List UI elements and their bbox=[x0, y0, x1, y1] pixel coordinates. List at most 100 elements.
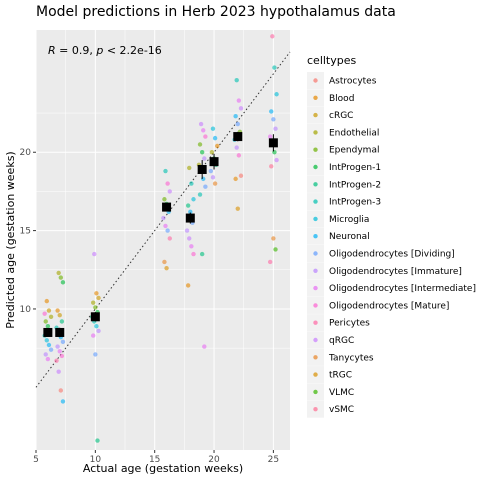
stat-r-value: = 0.9, bbox=[56, 44, 97, 57]
chart-title: Model predictions in Herb 2023 hypothala… bbox=[36, 4, 396, 20]
data-point bbox=[212, 135, 218, 141]
data-point bbox=[208, 168, 214, 174]
legend-swatch bbox=[313, 337, 318, 343]
data-point bbox=[235, 121, 240, 127]
data-point bbox=[57, 313, 62, 318]
data-point bbox=[167, 236, 172, 241]
data-point bbox=[191, 251, 196, 257]
data-point bbox=[45, 323, 51, 329]
data-point bbox=[91, 333, 96, 338]
legend-swatch bbox=[313, 234, 318, 239]
legend-swatch bbox=[313, 303, 318, 308]
legend-item-label: Oligodendrocytes [Intermediate] bbox=[329, 284, 476, 294]
x-tick-label: 25 bbox=[268, 455, 279, 465]
data-point bbox=[162, 197, 167, 202]
stat-annotation: R = 0.9, p < 2.2e-16 bbox=[48, 44, 162, 57]
data-point bbox=[197, 142, 203, 147]
data-point bbox=[236, 98, 242, 103]
data-point bbox=[60, 339, 66, 345]
data-point bbox=[48, 314, 54, 319]
legend-swatch bbox=[313, 78, 318, 83]
data-point bbox=[95, 438, 100, 443]
mean-marker bbox=[90, 312, 100, 322]
mean-marker bbox=[233, 132, 243, 142]
data-point bbox=[96, 295, 101, 301]
legend-swatch bbox=[313, 182, 318, 187]
data-point bbox=[94, 291, 99, 296]
data-point bbox=[236, 153, 242, 158]
data-point bbox=[234, 77, 239, 83]
data-point bbox=[188, 209, 193, 214]
legend-item-label: tRGC bbox=[329, 371, 352, 381]
data-point bbox=[163, 168, 168, 174]
data-point bbox=[42, 311, 47, 316]
data-point bbox=[94, 323, 99, 329]
legend-item-label: Neuronal bbox=[329, 232, 370, 242]
mean-marker bbox=[209, 157, 219, 167]
data-point bbox=[199, 150, 205, 155]
legend-item-label: VLMC bbox=[329, 388, 354, 398]
mean-marker bbox=[43, 327, 53, 337]
x-tick-label: 5 bbox=[33, 455, 39, 465]
legend-swatch bbox=[313, 372, 318, 377]
data-point bbox=[46, 308, 52, 313]
legend-item-label: Astrocytes bbox=[329, 77, 377, 87]
data-point bbox=[96, 328, 101, 334]
legend-item-label: IntProgen-1 bbox=[329, 163, 381, 173]
data-point bbox=[269, 164, 274, 169]
data-point bbox=[43, 352, 48, 357]
x-tick-label: 10 bbox=[90, 455, 102, 465]
legend-swatch bbox=[313, 320, 318, 325]
data-point bbox=[202, 344, 207, 349]
data-point bbox=[60, 280, 66, 285]
y-tick-label: 20 bbox=[20, 148, 32, 158]
data-point bbox=[43, 319, 48, 324]
legend-swatch bbox=[313, 199, 318, 204]
legend-swatch bbox=[313, 95, 318, 101]
data-point bbox=[215, 143, 220, 149]
legend-swatch bbox=[313, 355, 318, 360]
legend-item-label: IntProgen-2 bbox=[329, 180, 381, 190]
x-axis-label: Actual age (gestation weeks) bbox=[83, 462, 243, 475]
data-point bbox=[238, 173, 244, 178]
y-tick-label: 15 bbox=[20, 227, 31, 237]
data-point bbox=[92, 251, 97, 257]
data-point bbox=[56, 369, 61, 374]
mean-marker bbox=[162, 202, 172, 212]
data-point bbox=[58, 275, 64, 280]
legend-swatch bbox=[313, 147, 318, 152]
data-point bbox=[56, 270, 61, 276]
legend: celltypes Astrocytes Blood cRGC Endothelial… bbox=[307, 54, 476, 418]
data-point bbox=[209, 150, 215, 155]
data-point bbox=[199, 251, 205, 257]
mean-marker bbox=[185, 213, 195, 223]
data-point bbox=[184, 228, 190, 233]
mean-markers bbox=[43, 131, 278, 338]
data-point bbox=[167, 189, 172, 194]
mean-marker bbox=[55, 327, 65, 337]
legend-item-label: cRGC bbox=[329, 111, 353, 121]
data-point bbox=[267, 259, 273, 265]
stat-p-value: < 2.2e-16 bbox=[103, 44, 161, 57]
data-point bbox=[162, 259, 167, 265]
legend-swatch bbox=[313, 216, 318, 222]
y-axis-ticks: 10 15 20 bbox=[20, 148, 36, 315]
data-point bbox=[187, 165, 192, 171]
data-point bbox=[274, 157, 279, 163]
data-point bbox=[58, 388, 64, 393]
data-point bbox=[189, 244, 194, 249]
legend-swatch bbox=[313, 251, 318, 256]
data-point bbox=[202, 156, 207, 161]
data-point bbox=[55, 344, 60, 349]
data-point bbox=[185, 283, 191, 288]
legend-item-label: Blood bbox=[329, 94, 354, 104]
stat-p: p bbox=[95, 44, 103, 57]
plot-panel bbox=[36, 30, 290, 450]
data-point bbox=[187, 236, 192, 241]
legend-item-label: vSMC bbox=[329, 405, 354, 415]
data-point bbox=[189, 181, 194, 186]
data-point bbox=[91, 300, 96, 305]
data-point bbox=[163, 223, 168, 229]
legend-item-label: Microglia bbox=[329, 215, 369, 225]
